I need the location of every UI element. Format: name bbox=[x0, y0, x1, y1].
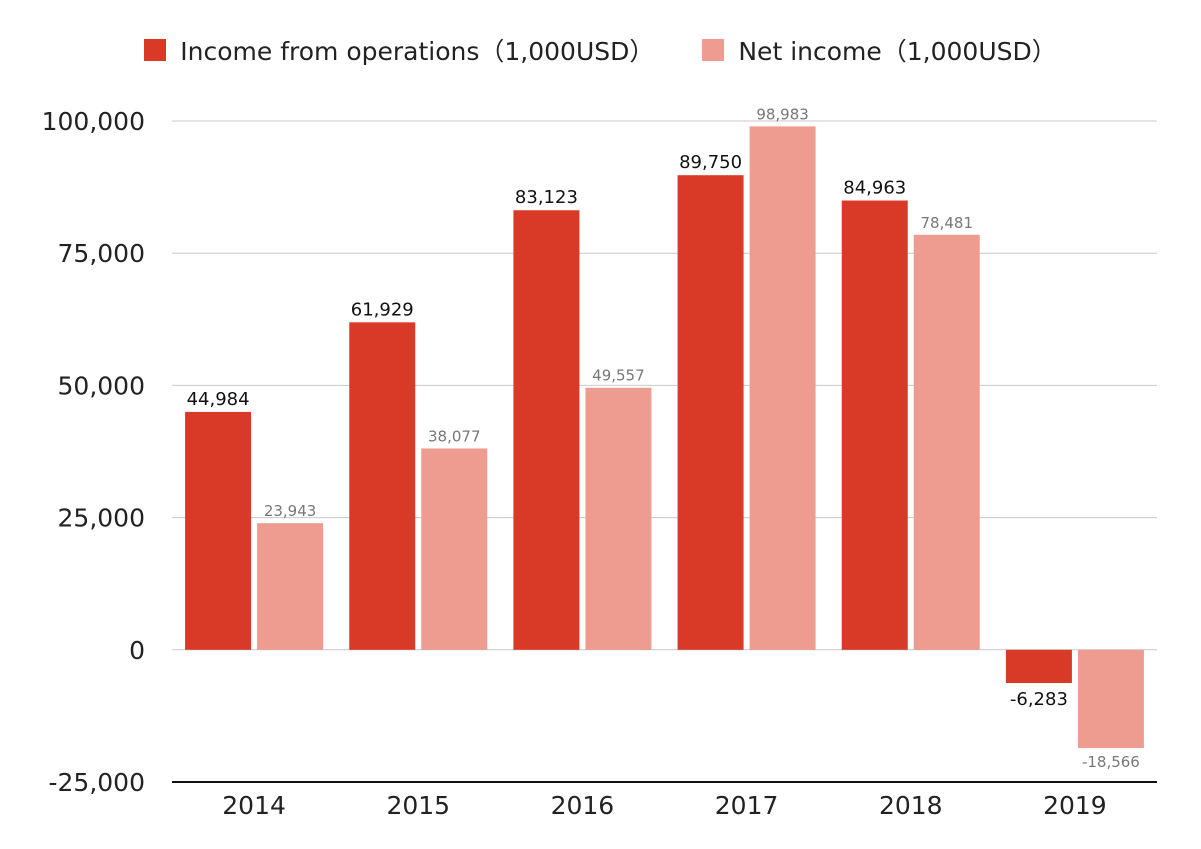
data-label-net-income: 78,481 bbox=[921, 214, 974, 232]
bar-net-income bbox=[749, 126, 816, 650]
data-label-net-income: -18,566 bbox=[1082, 753, 1140, 771]
x-tick-label: 2019 bbox=[1043, 791, 1107, 820]
bar-income-from-operations bbox=[349, 322, 416, 650]
x-tick-label: 2018 bbox=[879, 791, 943, 820]
data-label-income-from-operations: 89,750 bbox=[679, 152, 742, 173]
y-tick-label: 50,000 bbox=[58, 371, 145, 400]
bar-net-income bbox=[585, 387, 652, 650]
data-label-net-income: 49,557 bbox=[592, 367, 645, 385]
bar-income-from-operations bbox=[677, 175, 744, 650]
x-tick-label: 2016 bbox=[551, 791, 615, 820]
bar-net-income bbox=[1077, 649, 1144, 748]
data-label-net-income: 98,983 bbox=[756, 105, 809, 123]
data-label-net-income: 38,077 bbox=[428, 427, 481, 445]
legend-item-operations: Income from operations（1,000USD） bbox=[144, 32, 654, 68]
legend-label-net-income: Net income（1,000USD） bbox=[738, 37, 1057, 66]
y-tick-label: -25,000 bbox=[49, 768, 146, 797]
legend-item-net-income: Net income（1,000USD） bbox=[702, 32, 1057, 68]
data-label-income-from-operations: 44,984 bbox=[187, 389, 250, 410]
legend-swatch-operations bbox=[144, 39, 167, 61]
y-tick-label: 75,000 bbox=[58, 239, 145, 268]
bar-income-from-operations bbox=[513, 210, 580, 650]
bar-income-from-operations bbox=[185, 411, 252, 650]
bar-income-from-operations bbox=[1005, 649, 1072, 684]
chart-legend: Income from operations（1,000USD） Net inc… bbox=[0, 30, 1201, 70]
data-label-income-from-operations: -6,283 bbox=[1010, 689, 1068, 710]
legend-label-operations: Income from operations（1,000USD） bbox=[180, 37, 655, 66]
x-tick-label: 2014 bbox=[222, 791, 286, 820]
y-tick-label: 0 bbox=[129, 636, 145, 665]
bar-income-from-operations bbox=[841, 200, 908, 650]
bar-net-income bbox=[421, 448, 488, 650]
y-tick-label: 25,000 bbox=[58, 504, 145, 533]
data-label-income-from-operations: 83,123 bbox=[515, 187, 578, 208]
x-tick-label: 2015 bbox=[386, 791, 450, 820]
data-label-income-from-operations: 84,963 bbox=[843, 178, 906, 199]
x-tick-label: 2017 bbox=[715, 791, 779, 820]
legend-swatch-net-income bbox=[702, 39, 725, 61]
data-label-income-from-operations: 61,929 bbox=[351, 299, 414, 320]
y-tick-label: 100,000 bbox=[42, 107, 145, 136]
bar-net-income bbox=[257, 523, 324, 650]
bar-net-income bbox=[913, 234, 980, 650]
data-label-net-income: 23,943 bbox=[264, 502, 317, 520]
